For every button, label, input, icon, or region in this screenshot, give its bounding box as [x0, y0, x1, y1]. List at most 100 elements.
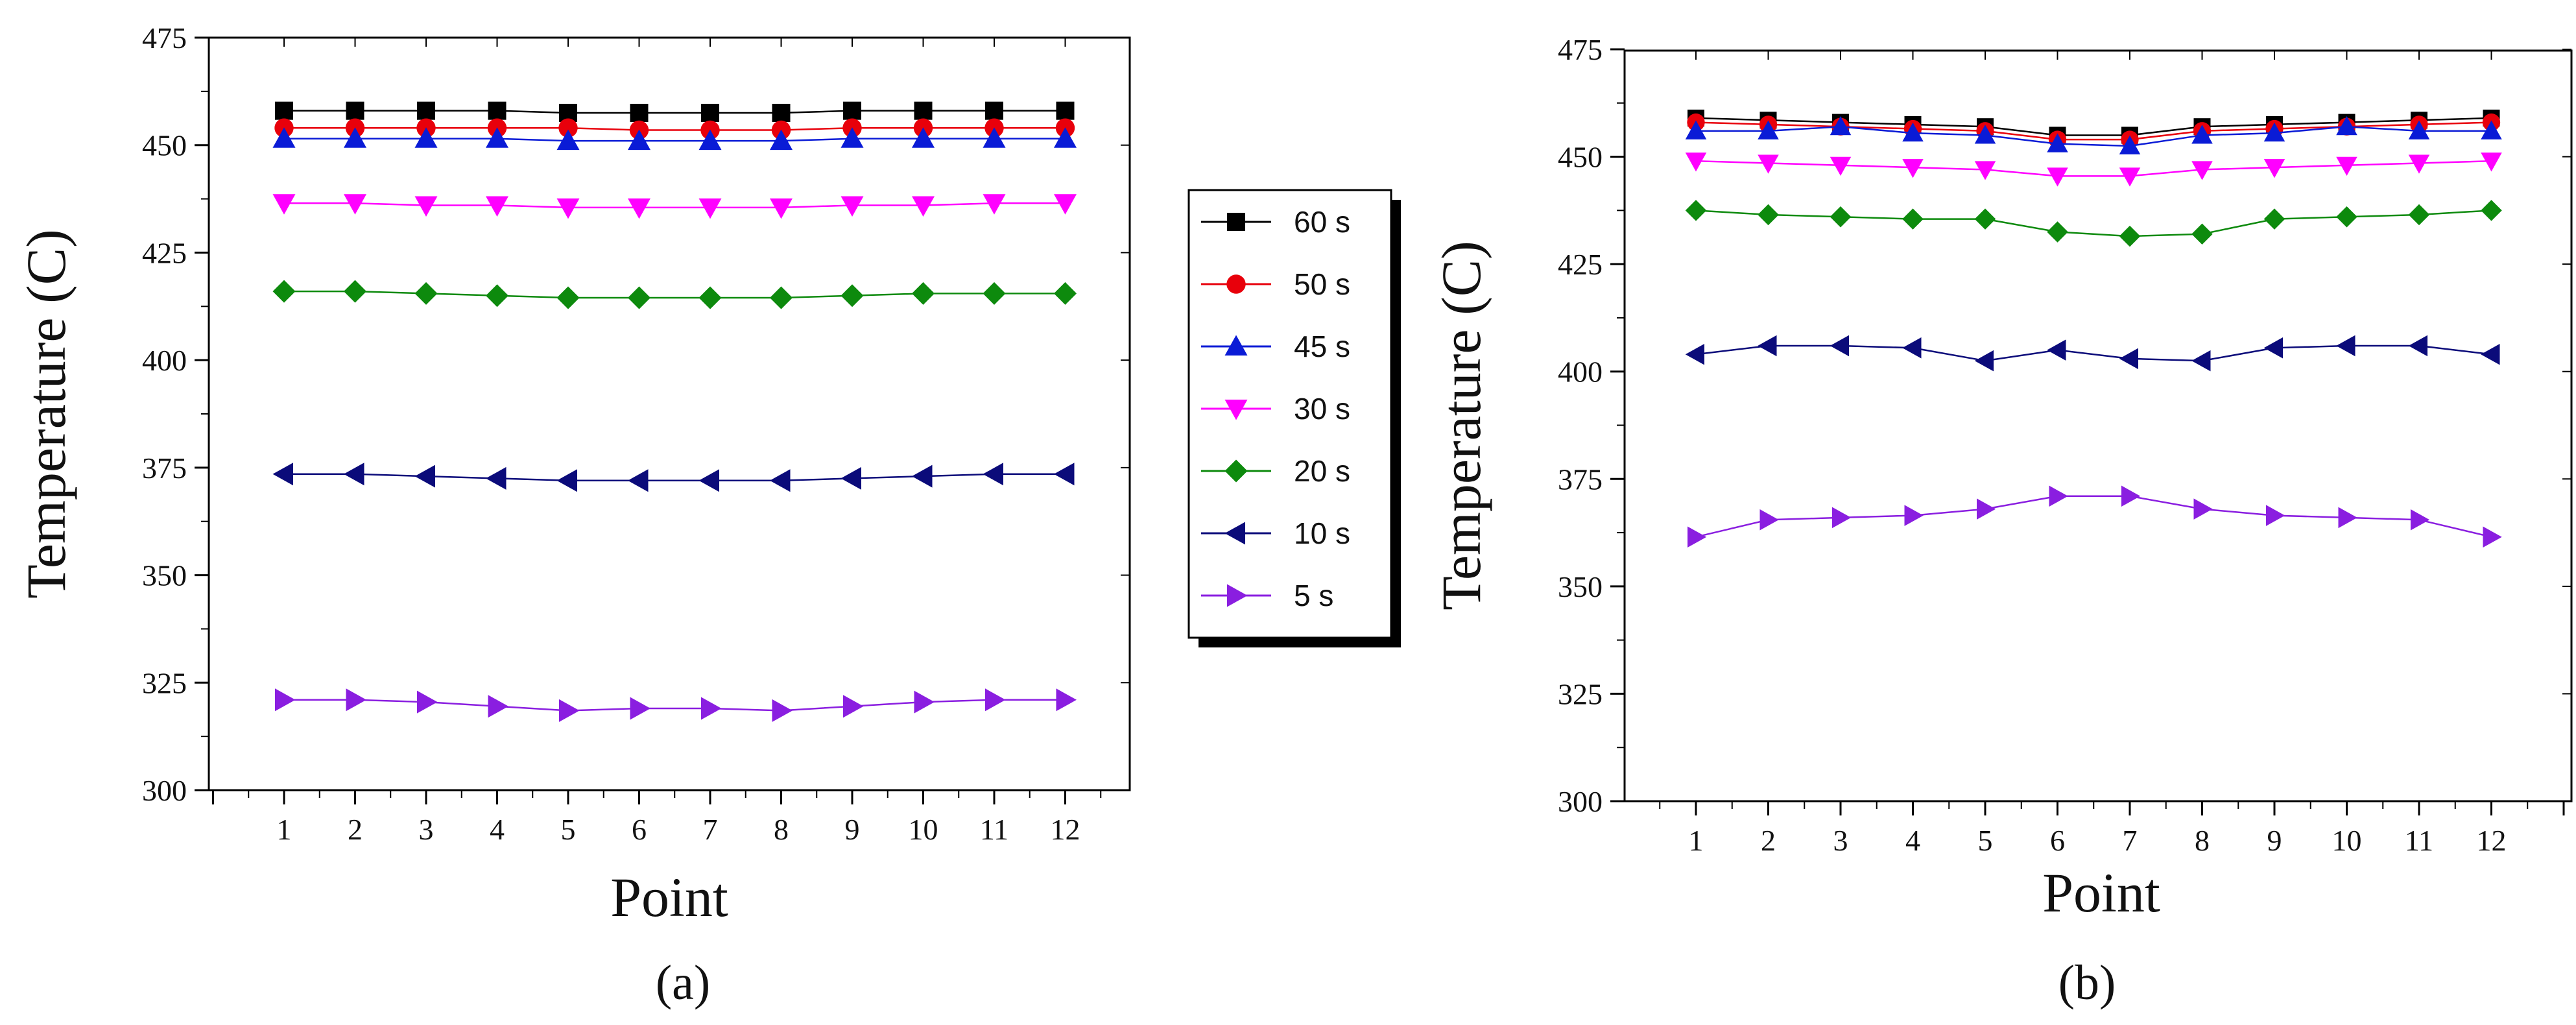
data-point-30s: [2481, 152, 2502, 172]
data-point-10s: [1974, 350, 1994, 372]
data-point-50s: [558, 118, 578, 138]
data-point-20s: [414, 282, 438, 305]
data-point-45s: [2336, 115, 2357, 136]
data-point-10s: [2481, 343, 2500, 365]
series-layer-b: [1685, 109, 2502, 548]
data-point-5s: [1759, 509, 1779, 531]
data-point-10s: [912, 464, 933, 488]
x-tick-label: 1: [277, 813, 292, 846]
data-point-5s: [772, 699, 793, 722]
data-point-20s: [983, 282, 1006, 305]
data-point-20s: [2047, 221, 2068, 243]
legend-label: 50 s: [1294, 267, 1350, 301]
data-point-45s: [2191, 125, 2213, 144]
x-tick-label: 4: [490, 813, 505, 846]
series-line-5s: [284, 699, 1066, 712]
data-point-5s: [2121, 485, 2141, 507]
data-point-30s: [2336, 156, 2357, 176]
y-tick-label: 350: [142, 559, 187, 592]
legend-entries: 60 s 50 s 45 s 30 s 20 s 10 s 5 s: [1201, 205, 1350, 612]
data-point-45s: [2263, 122, 2285, 142]
data-point-5s: [2411, 509, 2430, 531]
panel-label-a: (a): [656, 956, 710, 1010]
x-tick-label: 10: [909, 813, 938, 846]
data-point-10s: [2191, 350, 2211, 372]
data-point-20s: [486, 284, 508, 308]
data-point-45s: [556, 129, 580, 151]
data-point-60s: [914, 101, 933, 120]
data-point-5s: [346, 688, 366, 712]
x-axis-title-b: Point: [2042, 862, 2160, 924]
data-point-5s: [488, 695, 508, 718]
x-tick-labels-b: 1 2 3 4 5 6 7 8 9 10 11 12: [1689, 824, 2507, 857]
data-point-10s: [414, 464, 435, 488]
data-point-10s: [486, 466, 507, 490]
data-point-30s: [983, 194, 1006, 215]
series-line-20s: [1695, 210, 2492, 237]
x-tick-labels-a: 1 2 3 4 5 6 7 8 9 10 11 12: [277, 813, 1080, 846]
data-point-45s: [344, 127, 366, 148]
x-tick-label: 11: [980, 813, 1008, 846]
data-point-10s: [2119, 348, 2138, 370]
data-point-10s: [2263, 337, 2283, 359]
data-point-20s: [628, 286, 650, 309]
x-tick-label: 4: [1905, 824, 1920, 857]
x-tick-label: 8: [2195, 824, 2210, 857]
series-line-30s: [284, 202, 1066, 209]
data-point-45s: [912, 127, 935, 148]
data-point-20s: [698, 286, 722, 309]
data-point-30s: [414, 196, 438, 217]
data-point-5s: [1832, 507, 1852, 529]
data-point-20s: [1974, 208, 1996, 230]
data-point-60s: [843, 101, 861, 120]
data-point-30s: [2408, 154, 2430, 174]
data-point-10s: [628, 469, 649, 492]
data-point-20s: [1758, 204, 1779, 226]
legend-marker: [1224, 400, 1248, 420]
data-point-30s: [1685, 152, 1707, 172]
data-point-30s: [770, 198, 793, 219]
data-point-30s: [272, 194, 296, 215]
x-tick-label: 7: [703, 813, 718, 846]
x-tick-label: 7: [2123, 824, 2138, 857]
data-point-5s: [1904, 505, 1924, 526]
y-tick-label: 475: [142, 21, 187, 54]
y-tick-label: 425: [1558, 248, 1603, 281]
data-point-10s: [770, 469, 791, 492]
data-point-5s: [630, 697, 650, 720]
y-tick-label: 325: [1558, 677, 1603, 710]
data-point-20s: [1902, 208, 1924, 230]
plot-frame-b: [1623, 49, 2573, 802]
panel-label-b: (b): [2058, 956, 2116, 1010]
data-point-30s: [1902, 159, 1924, 178]
x-tick-label: 5: [561, 813, 576, 846]
y-tick-labels-a: 300 325 350 375 400 425 450 475: [142, 21, 187, 807]
data-point-10s: [698, 469, 719, 492]
data-point-30s: [912, 196, 935, 217]
y-tick-label: 375: [1558, 463, 1603, 496]
y-tick-label: 425: [142, 236, 187, 269]
data-point-20s: [2408, 204, 2430, 226]
legend-label: 20 s: [1294, 454, 1350, 488]
data-point-30s: [1830, 156, 1852, 176]
data-point-10s: [1902, 337, 1922, 359]
plot-frame-a: [208, 36, 1131, 791]
data-point-20s: [1685, 200, 1707, 221]
data-point-45s: [2408, 120, 2430, 139]
x-tick-label: 11: [2405, 824, 2433, 857]
data-point-45s: [2047, 133, 2068, 152]
data-point-30s: [2119, 167, 2141, 187]
x-tick-label: 6: [2050, 824, 2065, 857]
series-line-10s: [1695, 344, 2492, 362]
data-point-30s: [486, 196, 508, 217]
legend-marker: [1224, 335, 1248, 356]
legend-marker: [1227, 584, 1248, 607]
data-point-5s: [2483, 526, 2502, 548]
y-axis-title-a: Temperature (C): [15, 229, 77, 598]
series-line-30s: [1695, 160, 2492, 177]
x-tick-label: 3: [419, 813, 434, 846]
data-point-45s: [983, 127, 1006, 148]
data-point-60s: [346, 101, 364, 120]
data-point-30s: [1974, 161, 1996, 180]
